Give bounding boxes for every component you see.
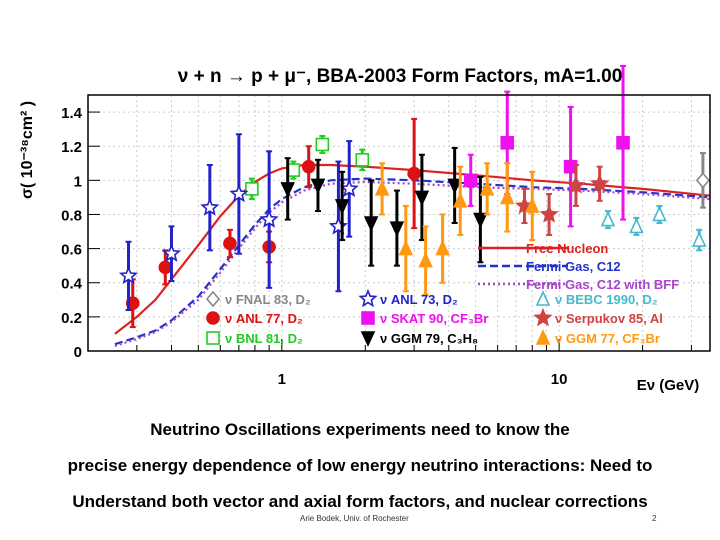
plot-frame <box>87 94 711 352</box>
data-point-marker <box>535 329 551 345</box>
footer-author: Arie Bodek, Univ. of Rochester <box>300 514 409 523</box>
legend-entry-label: ν BEBC 1990, D₂ <box>555 292 658 307</box>
data-point-marker <box>355 153 370 167</box>
data-point-marker <box>600 210 616 227</box>
footer-page-number: 2 <box>652 514 657 523</box>
data-point-marker <box>205 290 221 308</box>
x-tick-label: 10 <box>551 371 568 388</box>
x-axis-label: Eν (GeV) <box>637 377 700 394</box>
data-point-marker <box>363 216 379 232</box>
y-tick-label: 0.2 <box>61 310 82 327</box>
data-point-marker <box>245 182 259 196</box>
data-point-marker <box>259 209 279 228</box>
data-point-marker <box>691 231 707 247</box>
data-point-marker <box>310 178 326 195</box>
y-tick-label: 1 <box>74 173 82 190</box>
data-point-marker <box>435 239 450 256</box>
data-point-marker <box>525 197 540 213</box>
x-tick-label: 1 <box>278 371 286 388</box>
data-point-marker <box>447 178 462 195</box>
data-point-marker <box>414 190 430 207</box>
legend: ν FNAL 83, D₂ ν ANL 77, D₂ ν BNL 81, D₂ ν A… <box>205 241 679 347</box>
legend-entry-label: ν GGM 77, CF₃Br <box>555 331 660 346</box>
legend-entry-label: ν ANL 77, D₂ <box>225 311 303 326</box>
data-point-marker <box>389 221 405 238</box>
data-point-marker <box>652 205 667 222</box>
data-point-marker <box>499 188 515 205</box>
y-tick-label: 1.2 <box>61 139 82 156</box>
legend-curve-label: Free Nucleon <box>526 241 608 256</box>
data-point-marker <box>315 137 330 152</box>
data-point-marker <box>453 191 468 208</box>
slide-text-line-1: Neutrino Oscillations experiments need t… <box>150 420 570 439</box>
data-point-marker <box>473 212 488 229</box>
data-point-marker <box>533 307 553 327</box>
y-tick-label: 0 <box>74 344 82 361</box>
chart-background <box>0 0 720 410</box>
legend-entry-label: ν SKAT 90, CF₃Br <box>380 311 488 326</box>
legend-entry-label: ν ANL 73, D₂ <box>380 292 458 307</box>
legend-entry-label: ν FNAL 83, D₂ <box>225 292 311 307</box>
y-tick-label: 1.4 <box>61 105 83 122</box>
legend-entry-label: ν GGM 79, C₃H₈ <box>380 331 478 346</box>
data-point-marker <box>418 251 433 268</box>
data-point-marker <box>280 182 295 198</box>
data-point-marker <box>361 311 375 325</box>
data-point-marker <box>629 217 644 234</box>
legend-entry-label: ν Serpukov 85, Al <box>555 311 663 326</box>
cross-section-chart: ν + n → p + μ⁻, BBA-2003 Form Factors, m… <box>0 0 720 410</box>
data-point-marker <box>539 204 559 223</box>
data-point-marker <box>479 179 495 196</box>
slide-text-line-3: Understand both vector and axial form fa… <box>72 492 648 511</box>
legend-entry-label: ν BNL 81, D₂ <box>225 331 303 346</box>
data-point-marker <box>535 290 551 306</box>
y-tick-label: 0.6 <box>61 242 82 259</box>
data-point-marker <box>158 260 173 275</box>
chart-title: ν + n → p + μ⁻, BBA-2003 Form Factors, m… <box>178 66 623 87</box>
data-point-marker <box>161 243 182 262</box>
data-point-marker <box>590 173 610 192</box>
data-point-marker <box>334 199 350 215</box>
data-point-marker <box>358 288 378 308</box>
data-point-marker <box>500 135 515 150</box>
data-point-marker <box>398 239 414 256</box>
data-point-marker <box>566 175 586 194</box>
data-point-marker <box>463 173 478 188</box>
data-point-marker <box>200 197 220 216</box>
y-axis-ticks: 0 0.2 0.4 0.6 0.8 1 1.2 1.4 <box>61 105 100 361</box>
data-point-marker <box>206 311 220 325</box>
y-axis-label: σ( 10⁻³⁸cm² ) <box>19 101 36 199</box>
theory-curve <box>114 180 711 347</box>
data-point-marker <box>206 331 220 345</box>
y-tick-label: 0.8 <box>61 207 82 224</box>
legend-curve-label: Fermi Gas, C12 with BFF <box>526 277 679 292</box>
data-point-marker <box>360 331 376 347</box>
data-points <box>118 64 710 329</box>
data-point-marker <box>229 183 249 203</box>
data-point-marker <box>616 135 630 150</box>
data-point-marker <box>223 236 237 251</box>
data-point-marker <box>301 159 316 174</box>
data-point-marker <box>118 265 139 285</box>
data-point-marker <box>407 166 421 181</box>
slide-text-line-2: precise energy dependence of low energy … <box>67 456 653 475</box>
data-point-marker <box>374 179 390 196</box>
x-axis-ticks: 1 10 <box>136 339 692 388</box>
legend-curve-label: Fermi Gas, C12 <box>526 259 621 274</box>
grid-lines <box>88 95 710 351</box>
y-tick-label: 0.4 <box>61 276 83 293</box>
data-point-marker <box>695 172 710 189</box>
